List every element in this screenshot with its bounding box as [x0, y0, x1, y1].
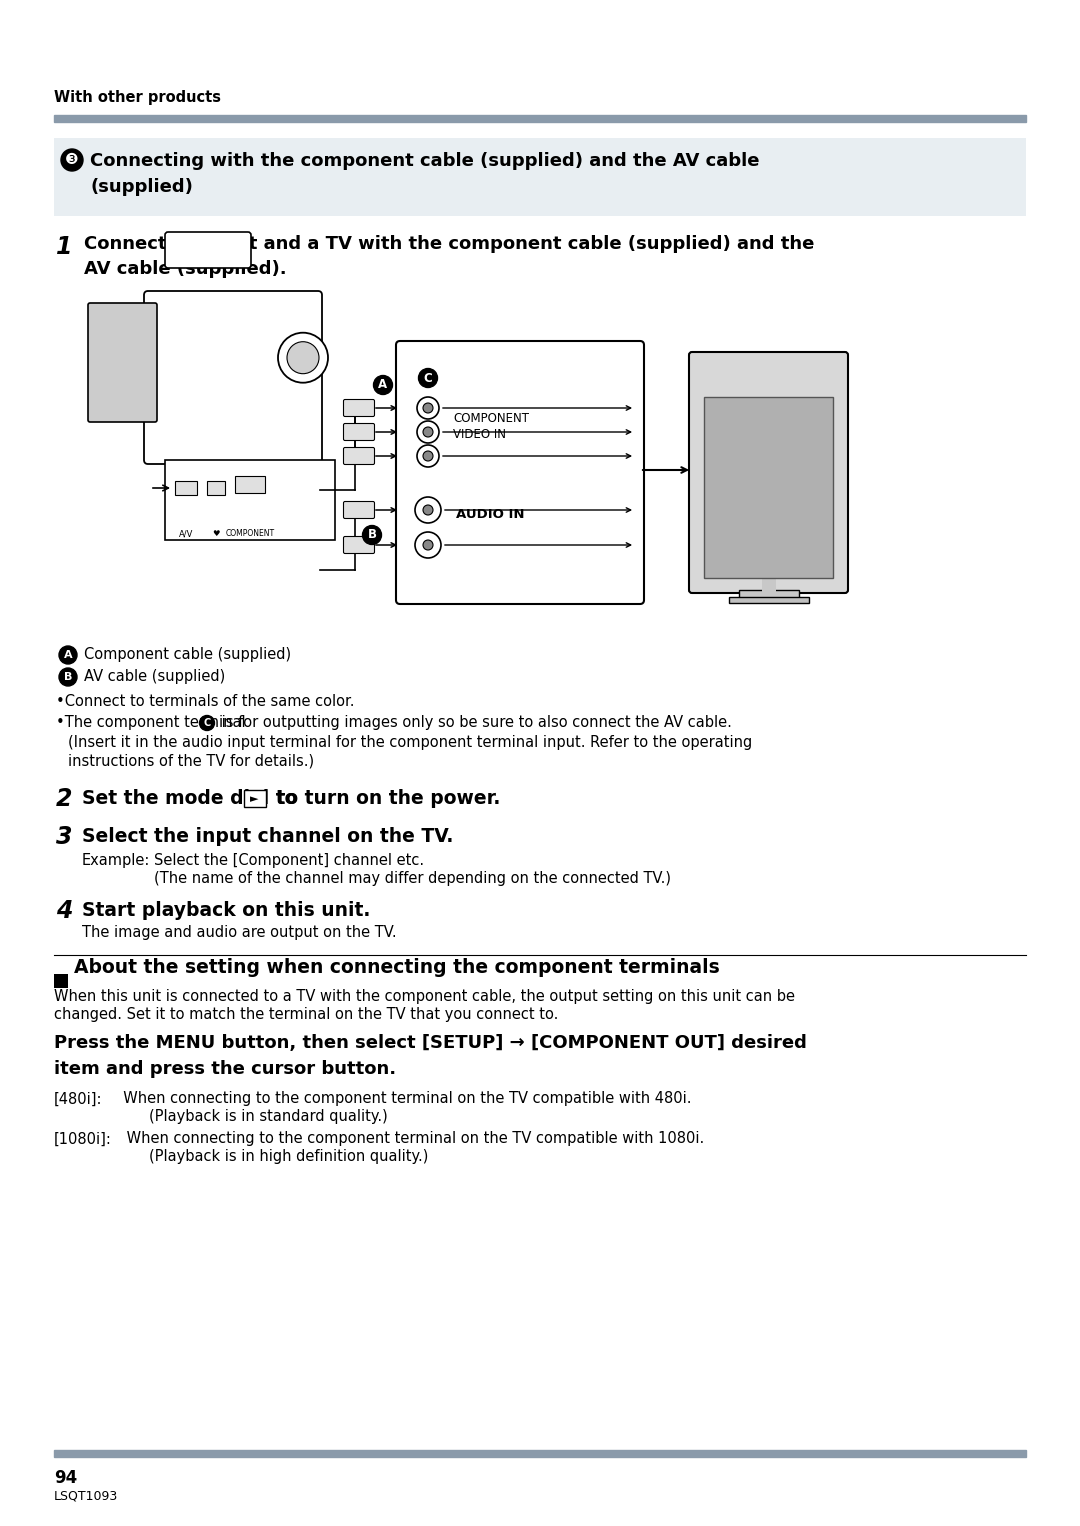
Circle shape	[60, 150, 83, 171]
Bar	[54, 1450, 1026, 1457]
FancyBboxPatch shape	[343, 537, 375, 554]
Text: •The component terminal: •The component terminal	[56, 716, 251, 731]
FancyBboxPatch shape	[343, 447, 375, 464]
Text: B: B	[367, 528, 377, 542]
Circle shape	[287, 342, 319, 374]
Bar	[207, 481, 225, 494]
Text: AV cable (supplied).: AV cable (supplied).	[84, 259, 286, 278]
Text: instructions of the TV for details.): instructions of the TV for details.)	[68, 754, 314, 769]
Circle shape	[423, 540, 433, 549]
Circle shape	[423, 452, 433, 461]
Circle shape	[363, 525, 381, 545]
Text: Component cable (supplied): Component cable (supplied)	[84, 647, 292, 662]
Text: AUDIO IN: AUDIO IN	[456, 508, 525, 520]
Text: [1080i]:: [1080i]:	[54, 1131, 112, 1146]
Text: Select the [Component] channel etc.: Select the [Component] channel etc.	[154, 853, 424, 868]
Text: 2: 2	[56, 787, 72, 810]
FancyBboxPatch shape	[144, 291, 322, 464]
Text: (Insert it in the audio input terminal for the component terminal input. Refer t: (Insert it in the audio input terminal f…	[68, 736, 753, 751]
Circle shape	[419, 368, 437, 388]
Text: COMPONENT: COMPONENT	[226, 530, 274, 539]
Circle shape	[417, 446, 438, 467]
Text: ❸: ❸	[65, 153, 79, 168]
Text: When connecting to the component terminal on the TV compatible with 480i.: When connecting to the component termina…	[114, 1091, 691, 1106]
Bar	[761, 578, 775, 601]
Text: Connecting with the component cable (supplied) and the AV cable: Connecting with the component cable (sup…	[90, 153, 759, 169]
Text: changed. Set it to match the terminal on the TV that you connect to.: changed. Set it to match the terminal on…	[54, 1007, 558, 1022]
Text: (supplied): (supplied)	[90, 179, 193, 195]
Text: When connecting to the component terminal on the TV compatible with 1080i.: When connecting to the component termina…	[122, 1131, 704, 1146]
Text: LSQT1093: LSQT1093	[54, 1489, 118, 1503]
Text: Set the mode dial to: Set the mode dial to	[82, 789, 303, 809]
Circle shape	[423, 427, 433, 436]
Text: 1: 1	[56, 235, 72, 259]
Text: A: A	[378, 378, 388, 392]
Text: C: C	[203, 719, 211, 728]
Text: (The name of the channel may differ depending on the connected TV.): (The name of the channel may differ depe…	[154, 871, 671, 887]
Text: to turn on the power.: to turn on the power.	[270, 789, 500, 809]
Circle shape	[200, 716, 215, 731]
Text: About the setting when connecting the component terminals: About the setting when connecting the co…	[75, 958, 719, 977]
Text: (Playback is in high definition quality.): (Playback is in high definition quality.…	[149, 1149, 429, 1164]
Text: A: A	[64, 650, 72, 661]
Text: Start playback on this unit.: Start playback on this unit.	[82, 902, 370, 920]
Circle shape	[59, 668, 77, 687]
Text: ♥: ♥	[213, 530, 219, 539]
Circle shape	[417, 397, 438, 420]
Text: 4: 4	[56, 899, 72, 923]
Text: Select the input channel on the TV.: Select the input channel on the TV.	[82, 827, 454, 847]
Circle shape	[423, 505, 433, 514]
Text: item and press the cursor button.: item and press the cursor button.	[54, 1061, 396, 1077]
Circle shape	[278, 333, 328, 383]
Text: Connect this unit and a TV with the component cable (supplied) and the: Connect this unit and a TV with the comp…	[84, 235, 814, 253]
FancyBboxPatch shape	[396, 340, 644, 604]
Text: C: C	[423, 371, 432, 385]
Bar	[54, 114, 1026, 122]
Text: AV cable (supplied): AV cable (supplied)	[84, 670, 226, 685]
Text: •Connect to terminals of the same color.: •Connect to terminals of the same color.	[56, 693, 354, 708]
Bar	[175, 481, 197, 494]
Circle shape	[417, 421, 438, 443]
Bar	[54, 974, 68, 987]
Text: [480i]:: [480i]:	[54, 1091, 103, 1106]
FancyBboxPatch shape	[343, 400, 375, 417]
Circle shape	[374, 375, 392, 395]
Text: The image and audio are output on the TV.: The image and audio are output on the TV…	[82, 925, 396, 940]
FancyBboxPatch shape	[343, 424, 375, 441]
Text: 94: 94	[54, 1470, 78, 1486]
Bar	[54, 137, 1026, 217]
Bar	[244, 790, 266, 807]
Bar	[165, 459, 335, 540]
Text: COMPONENT
VIDEO IN: COMPONENT VIDEO IN	[453, 412, 529, 441]
FancyBboxPatch shape	[87, 304, 157, 423]
Text: 3: 3	[56, 826, 72, 848]
FancyBboxPatch shape	[343, 502, 375, 519]
Bar	[739, 591, 798, 601]
FancyBboxPatch shape	[689, 353, 848, 594]
Bar	[704, 397, 833, 578]
Bar	[729, 597, 809, 603]
Text: Example:: Example:	[82, 853, 150, 868]
FancyBboxPatch shape	[165, 232, 251, 269]
Text: A/V: A/V	[179, 530, 193, 539]
Text: When this unit is connected to a TV with the component cable, the output setting: When this unit is connected to a TV with…	[54, 989, 795, 1004]
Text: B: B	[64, 671, 72, 682]
Text: With other products: With other products	[54, 90, 221, 105]
Circle shape	[423, 403, 433, 414]
Circle shape	[59, 645, 77, 664]
Text: is for outputting images only so be sure to also connect the AV cable.: is for outputting images only so be sure…	[217, 716, 732, 731]
Circle shape	[415, 497, 441, 523]
Text: (Playback is in standard quality.): (Playback is in standard quality.)	[149, 1109, 388, 1125]
Bar	[235, 476, 265, 493]
Text: ►: ►	[251, 794, 259, 804]
Text: Press the MENU button, then select [SETUP] → [COMPONENT OUT] desired: Press the MENU button, then select [SETU…	[54, 1035, 807, 1051]
Circle shape	[415, 533, 441, 559]
